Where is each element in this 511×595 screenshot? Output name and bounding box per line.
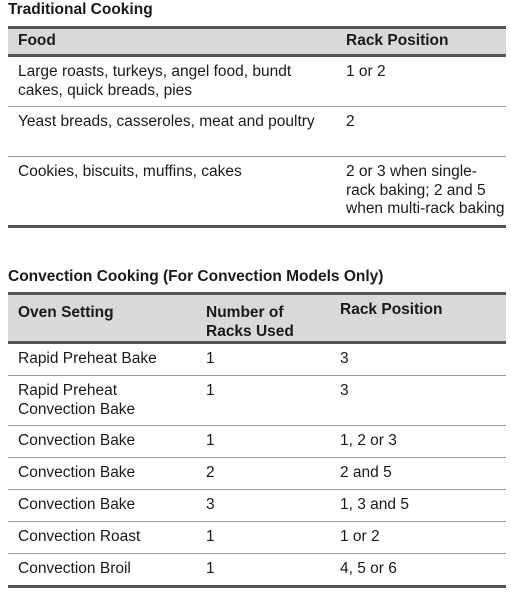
rack-position-cell: 3 [332, 342, 506, 376]
convection-cooking-title: Convection Cooking (For Convection Model… [8, 268, 384, 285]
header-food: Food [8, 26, 338, 57]
oven-setting-cell: Convection Bake [8, 425, 197, 458]
table-row: Convection Roast 1 1 or 2 [8, 521, 506, 554]
table-header-row: Food Rack Position [8, 26, 506, 57]
header-oven-setting: Oven Setting [8, 292, 197, 344]
rack-position-cell: 1, 3 and 5 [332, 489, 506, 522]
oven-setting-cell: Rapid Preheat Convection Bake [8, 375, 197, 426]
oven-setting-cell: Convection Bake [8, 457, 197, 490]
header-rack-position: Rack Position [332, 292, 506, 344]
table-row: Convection Bake 2 2 and 5 [8, 457, 506, 490]
food-cell: Cookies, biscuits, muffins, cakes [8, 156, 338, 228]
table-row: Large roasts, turkeys, angel food, bundt… [8, 55, 506, 107]
convection-cooking-table: Oven Setting Number of Racks Used Rack P… [8, 292, 506, 588]
header-number-of-racks: Number of Racks Used [197, 292, 332, 344]
racks-used-cell: 1 [197, 425, 332, 458]
oven-setting-cell: Convection Roast [8, 521, 197, 554]
traditional-cooking-title: Traditional Cooking [8, 1, 153, 18]
rack-position-cell: 3 [332, 375, 506, 426]
food-cell: Yeast breads, casseroles, meat and poult… [8, 106, 338, 157]
table-row: Rapid Preheat Convection Bake 1 3 [8, 375, 506, 426]
racks-used-cell: 1 [197, 521, 332, 554]
rack-position-cell: 2 [338, 106, 506, 157]
traditional-cooking-table: Food Rack Position Large roasts, turkeys… [8, 26, 506, 228]
racks-used-cell: 1 [197, 342, 332, 376]
food-cell: Large roasts, turkeys, angel food, bundt… [8, 55, 338, 107]
rack-position-cell: 4, 5 or 6 [332, 553, 506, 588]
table-row: Rapid Preheat Bake 1 3 [8, 342, 506, 376]
racks-used-cell: 3 [197, 489, 332, 522]
rack-position-cell: 2 or 3 when single-rack baking; 2 and 5 … [338, 156, 506, 228]
table-row: Cookies, biscuits, muffins, cakes 2 or 3… [8, 156, 506, 228]
racks-used-cell: 1 [197, 375, 332, 426]
rack-position-cell: 1 or 2 [338, 55, 506, 107]
table-header-row: Oven Setting Number of Racks Used Rack P… [8, 292, 506, 344]
table-row: Convection Broil 1 4, 5 or 6 [8, 553, 506, 588]
oven-setting-cell: Convection Bake [8, 489, 197, 522]
table-row: Yeast breads, casseroles, meat and poult… [8, 106, 506, 157]
rack-position-cell: 1 or 2 [332, 521, 506, 554]
header-rack-position: Rack Position [338, 26, 506, 57]
racks-used-cell: 1 [197, 553, 332, 588]
rack-position-cell: 1, 2 or 3 [332, 425, 506, 458]
table-row: Convection Bake 1 1, 2 or 3 [8, 425, 506, 458]
table-row: Convection Bake 3 1, 3 and 5 [8, 489, 506, 522]
oven-setting-cell: Rapid Preheat Bake [8, 342, 197, 376]
racks-used-cell: 2 [197, 457, 332, 490]
oven-setting-cell: Convection Broil [8, 553, 197, 588]
rack-position-cell: 2 and 5 [332, 457, 506, 490]
